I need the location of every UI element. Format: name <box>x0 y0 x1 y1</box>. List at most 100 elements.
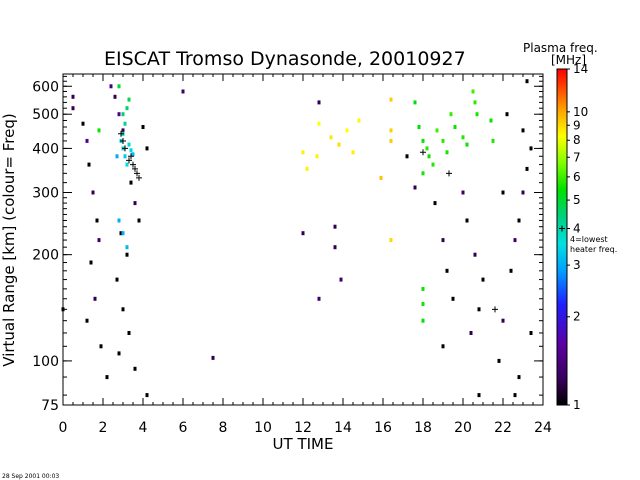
data-point <box>513 238 517 243</box>
data-point <box>137 218 141 223</box>
data-point <box>121 307 125 312</box>
plus-marker <box>118 130 124 137</box>
data-point <box>417 125 421 129</box>
data-point <box>491 138 495 143</box>
x-tick-label: 8 <box>219 420 228 436</box>
data-point <box>301 231 305 236</box>
data-point <box>389 97 393 102</box>
footer-timestamp: 28 Sep 2001 00:03 <box>2 473 59 480</box>
data-point <box>71 106 75 111</box>
colorbar-tick-label: 9 <box>573 118 581 132</box>
data-point <box>471 89 475 94</box>
data-point <box>109 84 113 89</box>
data-point <box>333 224 337 229</box>
data-point <box>473 252 477 257</box>
colorbar-tick-label: 6 <box>573 170 581 184</box>
x-tick-label: 16 <box>374 420 392 436</box>
data-point <box>345 128 349 133</box>
colorbar-tick-label: 7 <box>573 150 581 164</box>
colorbar <box>556 68 568 406</box>
data-point <box>475 112 479 117</box>
chart-title: EISCAT Tromso Dynasonde, 20010927 <box>104 48 466 70</box>
data-point <box>89 260 93 265</box>
data-point <box>469 331 473 335</box>
y-tick-label: 100 <box>32 354 59 370</box>
colorbar-tick-label: 2 <box>573 310 581 324</box>
y-tick-label: 500 <box>32 107 59 123</box>
x-axis-ticks: 0 2 4 6 8 10 12 14 16 18 20 22 24 <box>59 74 552 436</box>
data-point <box>497 358 501 363</box>
data-point <box>115 277 119 282</box>
plus-marker <box>130 161 136 168</box>
data-point <box>529 146 533 151</box>
data-point <box>129 180 133 185</box>
data-point <box>211 355 215 360</box>
data-point <box>127 142 131 147</box>
data-point <box>421 138 425 143</box>
data-point <box>145 393 149 398</box>
plot-frame <box>62 73 544 406</box>
y-axis-ticks: 75 100 200 300 400 500 600 <box>32 75 543 414</box>
data-point <box>85 138 89 143</box>
colorbar-tick-label: 1 <box>573 398 581 412</box>
colorbar-tick-label: 3 <box>573 258 581 272</box>
data-point <box>125 252 129 257</box>
y-axis-label: Virtual Range [km] (colour= Freq) <box>0 113 18 366</box>
y-tick-label: 600 <box>32 79 59 95</box>
x-tick-label: 4 <box>139 420 148 436</box>
data-point <box>453 125 457 129</box>
x-tick-label: 20 <box>454 420 472 436</box>
data-point <box>329 135 333 140</box>
data-point <box>505 112 509 117</box>
data-point <box>121 112 125 117</box>
data-point <box>129 148 133 153</box>
data-point <box>115 154 119 159</box>
data-point <box>317 296 321 301</box>
data-point <box>117 112 121 117</box>
data-point <box>181 89 185 94</box>
data-point <box>389 128 393 133</box>
data-point <box>489 118 493 123</box>
data-point <box>127 97 131 102</box>
data-point <box>121 231 125 236</box>
data-point <box>449 112 453 117</box>
data-point <box>351 150 355 155</box>
data-point <box>113 94 117 99</box>
data-point <box>317 100 321 105</box>
data-point <box>133 366 137 371</box>
colorbar-unit: [MHz] <box>551 53 586 67</box>
colorbar-tick-label: 10 <box>573 105 588 119</box>
data-point <box>123 121 127 126</box>
data-point <box>421 286 425 291</box>
data-point <box>481 277 485 282</box>
x-axis-label: UT TIME <box>273 435 334 453</box>
colorbar-title: Plasma freq. <box>523 41 598 55</box>
data-point <box>357 118 361 123</box>
y-tick-label: 75 <box>41 398 59 414</box>
x-tick-label: 10 <box>254 420 272 436</box>
data-point <box>525 166 529 171</box>
data-point <box>461 135 465 140</box>
colorbar-tick-label: 8 <box>573 133 581 147</box>
x-tick-label: 12 <box>294 420 312 436</box>
data-point <box>431 162 435 167</box>
data-point <box>133 201 137 206</box>
data-point <box>473 100 477 105</box>
data-point <box>105 375 109 380</box>
data-point <box>117 218 121 223</box>
colorbar-tick-label: 5 <box>573 193 581 207</box>
data-point <box>433 201 437 206</box>
data-point <box>93 296 97 301</box>
data-point <box>389 238 393 243</box>
data-point <box>305 166 309 171</box>
data-point <box>97 238 101 243</box>
data-point <box>477 393 481 398</box>
data-point <box>121 128 125 133</box>
data-point <box>125 162 129 167</box>
x-tick-label: 14 <box>334 420 352 436</box>
x-tick-label: 24 <box>534 420 552 436</box>
data-point <box>421 171 425 176</box>
plus-marker <box>132 165 138 172</box>
data-point <box>301 150 305 155</box>
